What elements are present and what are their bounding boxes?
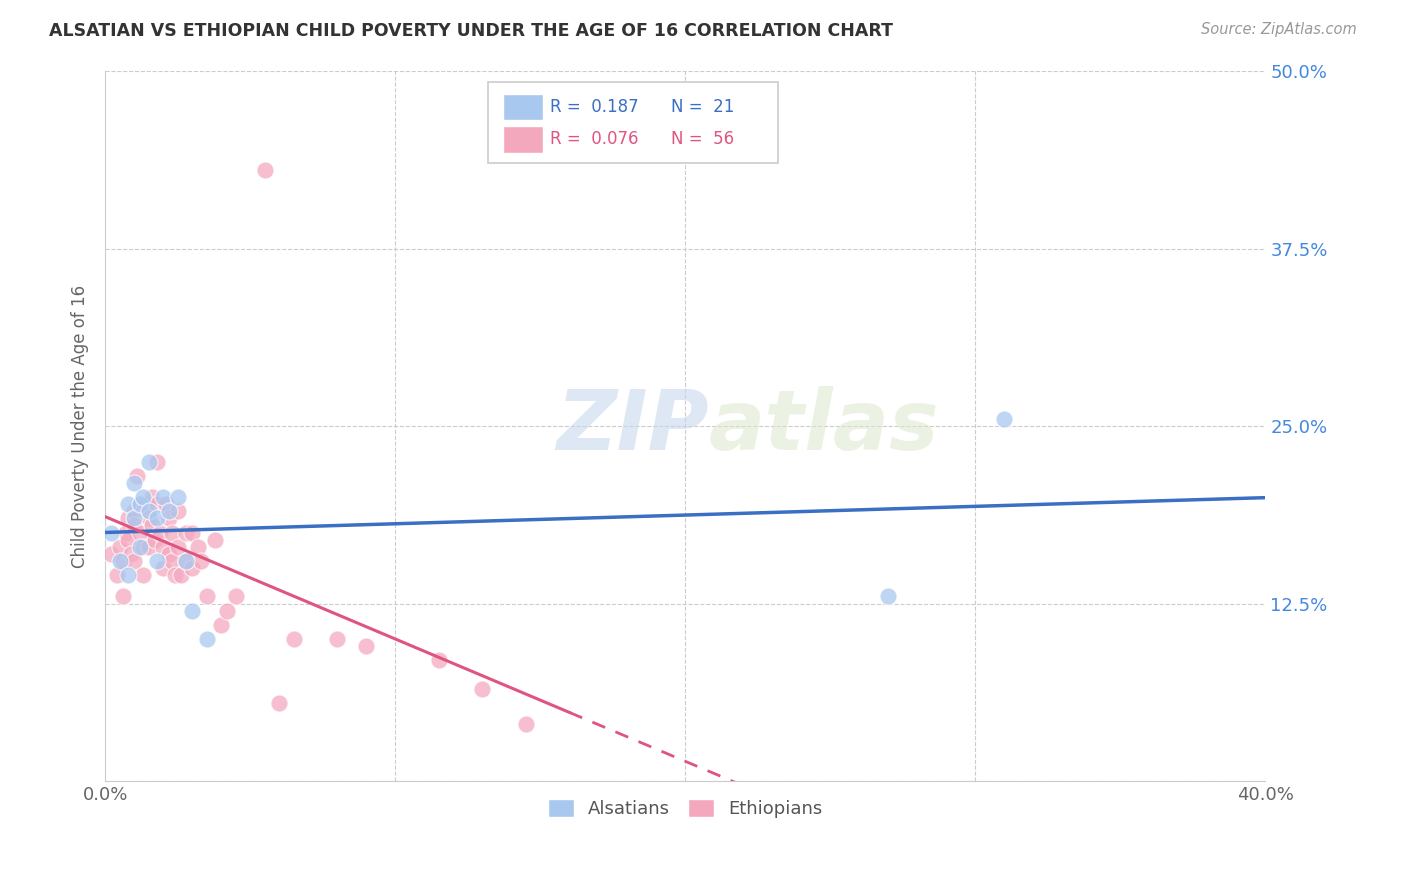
Point [152, 540, 174, 554]
Point [215, 604, 238, 618]
Point [176, 525, 198, 540]
Point [122, 475, 145, 490]
Point [132, 490, 155, 504]
Text: N =  21: N = 21 [672, 97, 735, 116]
Point [157, 504, 180, 518]
Text: R =  0.187: R = 0.187 [550, 97, 638, 116]
Text: ZIP: ZIP [555, 385, 709, 467]
Point [283, 632, 305, 646]
Point [152, 561, 174, 575]
FancyBboxPatch shape [488, 82, 778, 163]
Point [138, 540, 160, 554]
Text: Source: ZipAtlas.com: Source: ZipAtlas.com [1201, 22, 1357, 37]
Y-axis label: Child Poverty Under the Age of 16: Child Poverty Under the Age of 16 [72, 285, 89, 567]
Point [138, 504, 160, 518]
Point [471, 681, 494, 696]
Text: atlas: atlas [709, 385, 939, 467]
Point [152, 490, 174, 504]
Point [122, 554, 145, 568]
Text: N =  56: N = 56 [672, 130, 734, 148]
Point [176, 554, 198, 568]
Point [176, 554, 198, 568]
Point [195, 632, 218, 646]
Point [877, 590, 900, 604]
Point [166, 504, 188, 518]
Point [146, 497, 169, 511]
Point [160, 525, 183, 540]
Point [427, 653, 450, 667]
Point [100, 525, 122, 540]
Point [993, 412, 1015, 426]
Point [160, 554, 183, 568]
Point [209, 617, 232, 632]
Point [269, 696, 291, 710]
Point [114, 525, 136, 540]
Point [129, 525, 152, 540]
Point [135, 497, 157, 511]
Point [100, 547, 122, 561]
Point [155, 497, 177, 511]
Point [326, 632, 349, 646]
FancyBboxPatch shape [503, 127, 543, 153]
Point [190, 554, 212, 568]
Point [120, 547, 142, 561]
Point [143, 533, 166, 547]
Point [122, 504, 145, 518]
Point [149, 525, 172, 540]
Point [515, 717, 537, 731]
Point [122, 511, 145, 525]
Point [166, 540, 188, 554]
Point [138, 454, 160, 468]
Point [117, 533, 139, 547]
Point [146, 554, 169, 568]
Point [253, 163, 276, 178]
Point [195, 590, 218, 604]
Point [146, 511, 169, 525]
Point [117, 511, 139, 525]
Point [138, 511, 160, 525]
Point [111, 554, 134, 568]
Point [181, 604, 204, 618]
Point [157, 511, 180, 525]
Point [146, 454, 169, 468]
Point [129, 497, 152, 511]
Point [105, 568, 128, 582]
Point [181, 561, 204, 575]
Point [129, 497, 152, 511]
Point [141, 490, 163, 504]
Point [187, 540, 209, 554]
Point [117, 497, 139, 511]
Point [163, 568, 186, 582]
Point [181, 525, 204, 540]
Point [129, 540, 152, 554]
Point [132, 540, 155, 554]
Point [127, 468, 149, 483]
Point [356, 639, 378, 653]
Point [122, 518, 145, 533]
Point [204, 533, 226, 547]
Text: ALSATIAN VS ETHIOPIAN CHILD POVERTY UNDER THE AGE OF 16 CORRELATION CHART: ALSATIAN VS ETHIOPIAN CHILD POVERTY UNDE… [49, 22, 893, 40]
Point [108, 554, 131, 568]
Point [157, 547, 180, 561]
Point [166, 490, 188, 504]
Point [108, 540, 131, 554]
Point [111, 590, 134, 604]
Text: R =  0.076: R = 0.076 [550, 130, 638, 148]
Legend: Alsatians, Ethiopians: Alsatians, Ethiopians [541, 792, 830, 825]
Point [132, 568, 155, 582]
Point [169, 568, 191, 582]
Point [117, 568, 139, 582]
Point [225, 590, 247, 604]
FancyBboxPatch shape [503, 94, 543, 120]
Point [141, 518, 163, 533]
